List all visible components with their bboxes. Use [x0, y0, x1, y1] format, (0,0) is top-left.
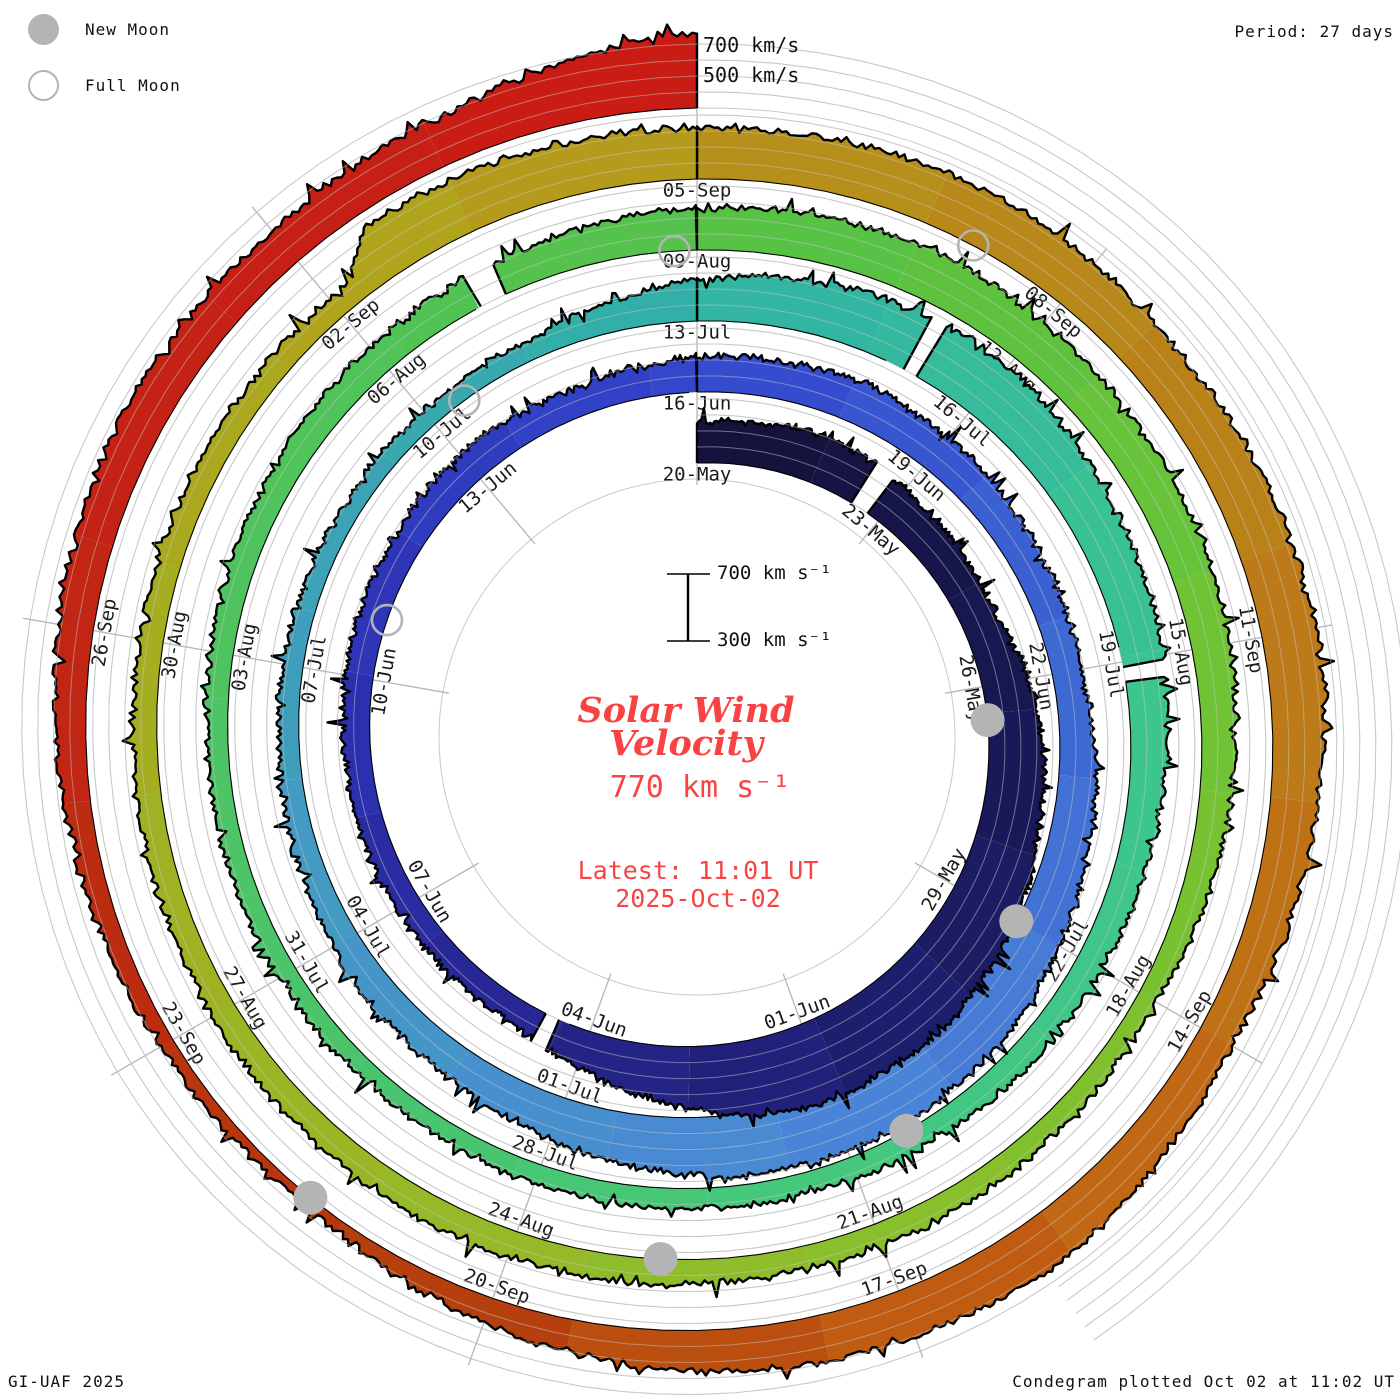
full-moon-marker	[658, 234, 691, 268]
outer-scale-700-label: 700 km/s	[703, 33, 800, 57]
latest-time-line: Latest: 11:01 UT	[577, 856, 819, 885]
legend-row-new-moon: New Moon	[28, 10, 181, 48]
new-moon-marker	[999, 904, 1034, 939]
plotted-label: Condegram plotted Oct 02 at 11:02 UT	[1012, 1372, 1395, 1391]
center-scale-bar	[667, 573, 710, 642]
period-label: Period: 27 days	[1234, 22, 1394, 41]
current-velocity-value: 770 km s⁻¹	[609, 770, 791, 805]
moon-markers	[293, 229, 1034, 1276]
full-moon-marker	[370, 603, 404, 637]
latest-timestamp: Latest: 11:01 UT 2025-Oct-02	[578, 857, 819, 913]
outer-scale-500-label: 500 km/s	[703, 63, 800, 87]
new-moon-marker	[889, 1113, 924, 1148]
new-moon-marker	[293, 1180, 328, 1215]
full-moon-marker	[956, 229, 990, 262]
moon-legend: New Moon Full Moon	[28, 10, 181, 122]
ring-date-label: 13-Jul	[663, 322, 732, 344]
latest-date-line: 2025-Oct-02	[615, 884, 781, 913]
ring-date-label: 09-Aug	[663, 251, 732, 273]
new-moon-icon	[28, 13, 59, 45]
ring-date-label: 05-Sep	[663, 180, 732, 202]
legend-row-full-moon: Full Moon	[28, 66, 181, 104]
chart-title: Solar Wind Velocity	[577, 690, 795, 764]
credit-label: GI-UAF 2025	[8, 1372, 125, 1391]
ring-date-label: 20-May	[663, 464, 732, 486]
velocity-bands	[51, 23, 1336, 1380]
full-moon-label: Full Moon	[85, 75, 181, 95]
new-moon-label: New Moon	[85, 19, 171, 39]
full-moon-icon	[28, 69, 59, 101]
new-moon-marker	[643, 1242, 678, 1276]
chart-title-line1: Solar Wind	[577, 690, 795, 731]
new-moon-marker	[970, 703, 1005, 738]
chart-title-line2: Velocity	[609, 723, 763, 764]
center-scale-700-label: 700 km s⁻¹	[717, 562, 832, 584]
ring-date-label: 16-Jun	[663, 393, 732, 415]
center-scale-300-label: 300 km s⁻¹	[717, 629, 832, 651]
grid-spirals-overlay	[21, 43, 1400, 1396]
full-moon-marker	[447, 384, 481, 417]
